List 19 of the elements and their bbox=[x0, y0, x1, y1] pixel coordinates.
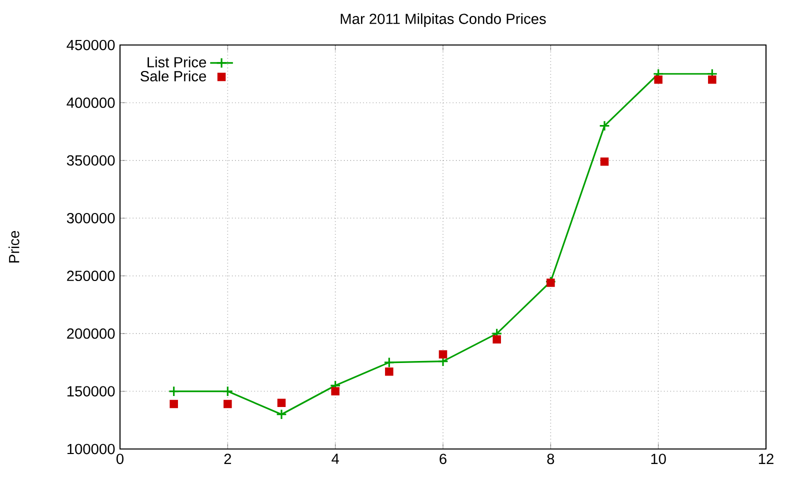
y-tick-label: 350000 bbox=[66, 155, 115, 166]
x-tick-label: 0 bbox=[116, 454, 124, 464]
x-tick-label: 8 bbox=[547, 454, 554, 464]
y-tick-label: 200000 bbox=[67, 328, 115, 339]
y-tick-label: 100000 bbox=[67, 444, 115, 454]
x-tick-label: 12 bbox=[758, 454, 774, 464]
x-tick-label: 6 bbox=[440, 454, 446, 464]
x-tick-label: 10 bbox=[651, 454, 666, 464]
y-tick-label: 300000 bbox=[66, 212, 115, 224]
y-tick-label: 250000 bbox=[67, 270, 115, 282]
x-tick-label: 4 bbox=[332, 454, 339, 464]
y-tick-label: 400000 bbox=[66, 98, 115, 108]
y-tick-label: 450000 bbox=[66, 40, 115, 50]
y-axis-title: Price bbox=[8, 230, 20, 262]
y-tick-label: 150000 bbox=[67, 386, 115, 396]
legend-label: List Price bbox=[148, 56, 206, 68]
chart-title: Mar 2011 Milpitas Condo Prices bbox=[340, 13, 546, 27]
x-tick-label: 2 bbox=[224, 454, 232, 464]
legend-label: Sale Price bbox=[140, 70, 206, 82]
